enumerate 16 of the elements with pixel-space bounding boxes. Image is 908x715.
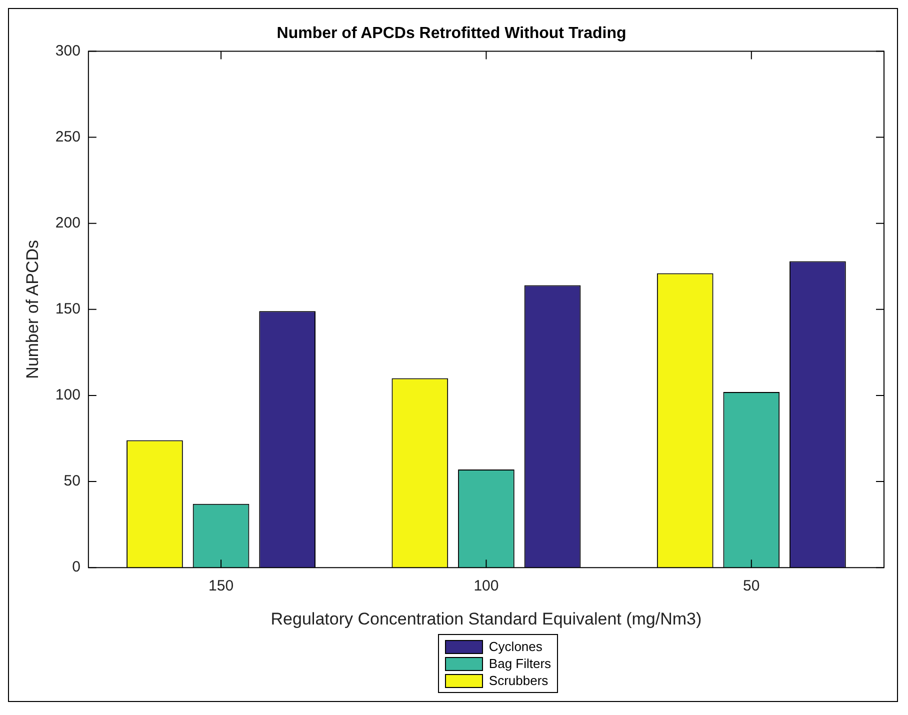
y-tick-label: 200 [55,214,80,232]
y-tick-label: 50 [64,472,80,490]
y-tick-label: 300 [55,42,80,60]
x-tick-label: 50 [743,578,760,595]
x-axis-title: Regulatory Concentration Standard Equivalent (mg/Nm3) [270,609,702,628]
y-tick-label: 250 [55,128,80,146]
y-tick-label: 150 [55,300,80,318]
legend-label: Scrubbers [488,672,548,689]
y-axis-title: Number of APCDs [22,240,42,379]
legend-label: Cyclones [488,638,542,655]
x-tick-label: 100 [474,578,499,595]
x-tick-label: 150 [208,578,234,595]
legend-label: Bag Filters [488,655,552,672]
y-tick-label: 0 [72,558,80,576]
y-tick-label: 100 [55,386,80,404]
chart-title: Number of APCDs Retrofitted Without Trading [276,25,626,42]
